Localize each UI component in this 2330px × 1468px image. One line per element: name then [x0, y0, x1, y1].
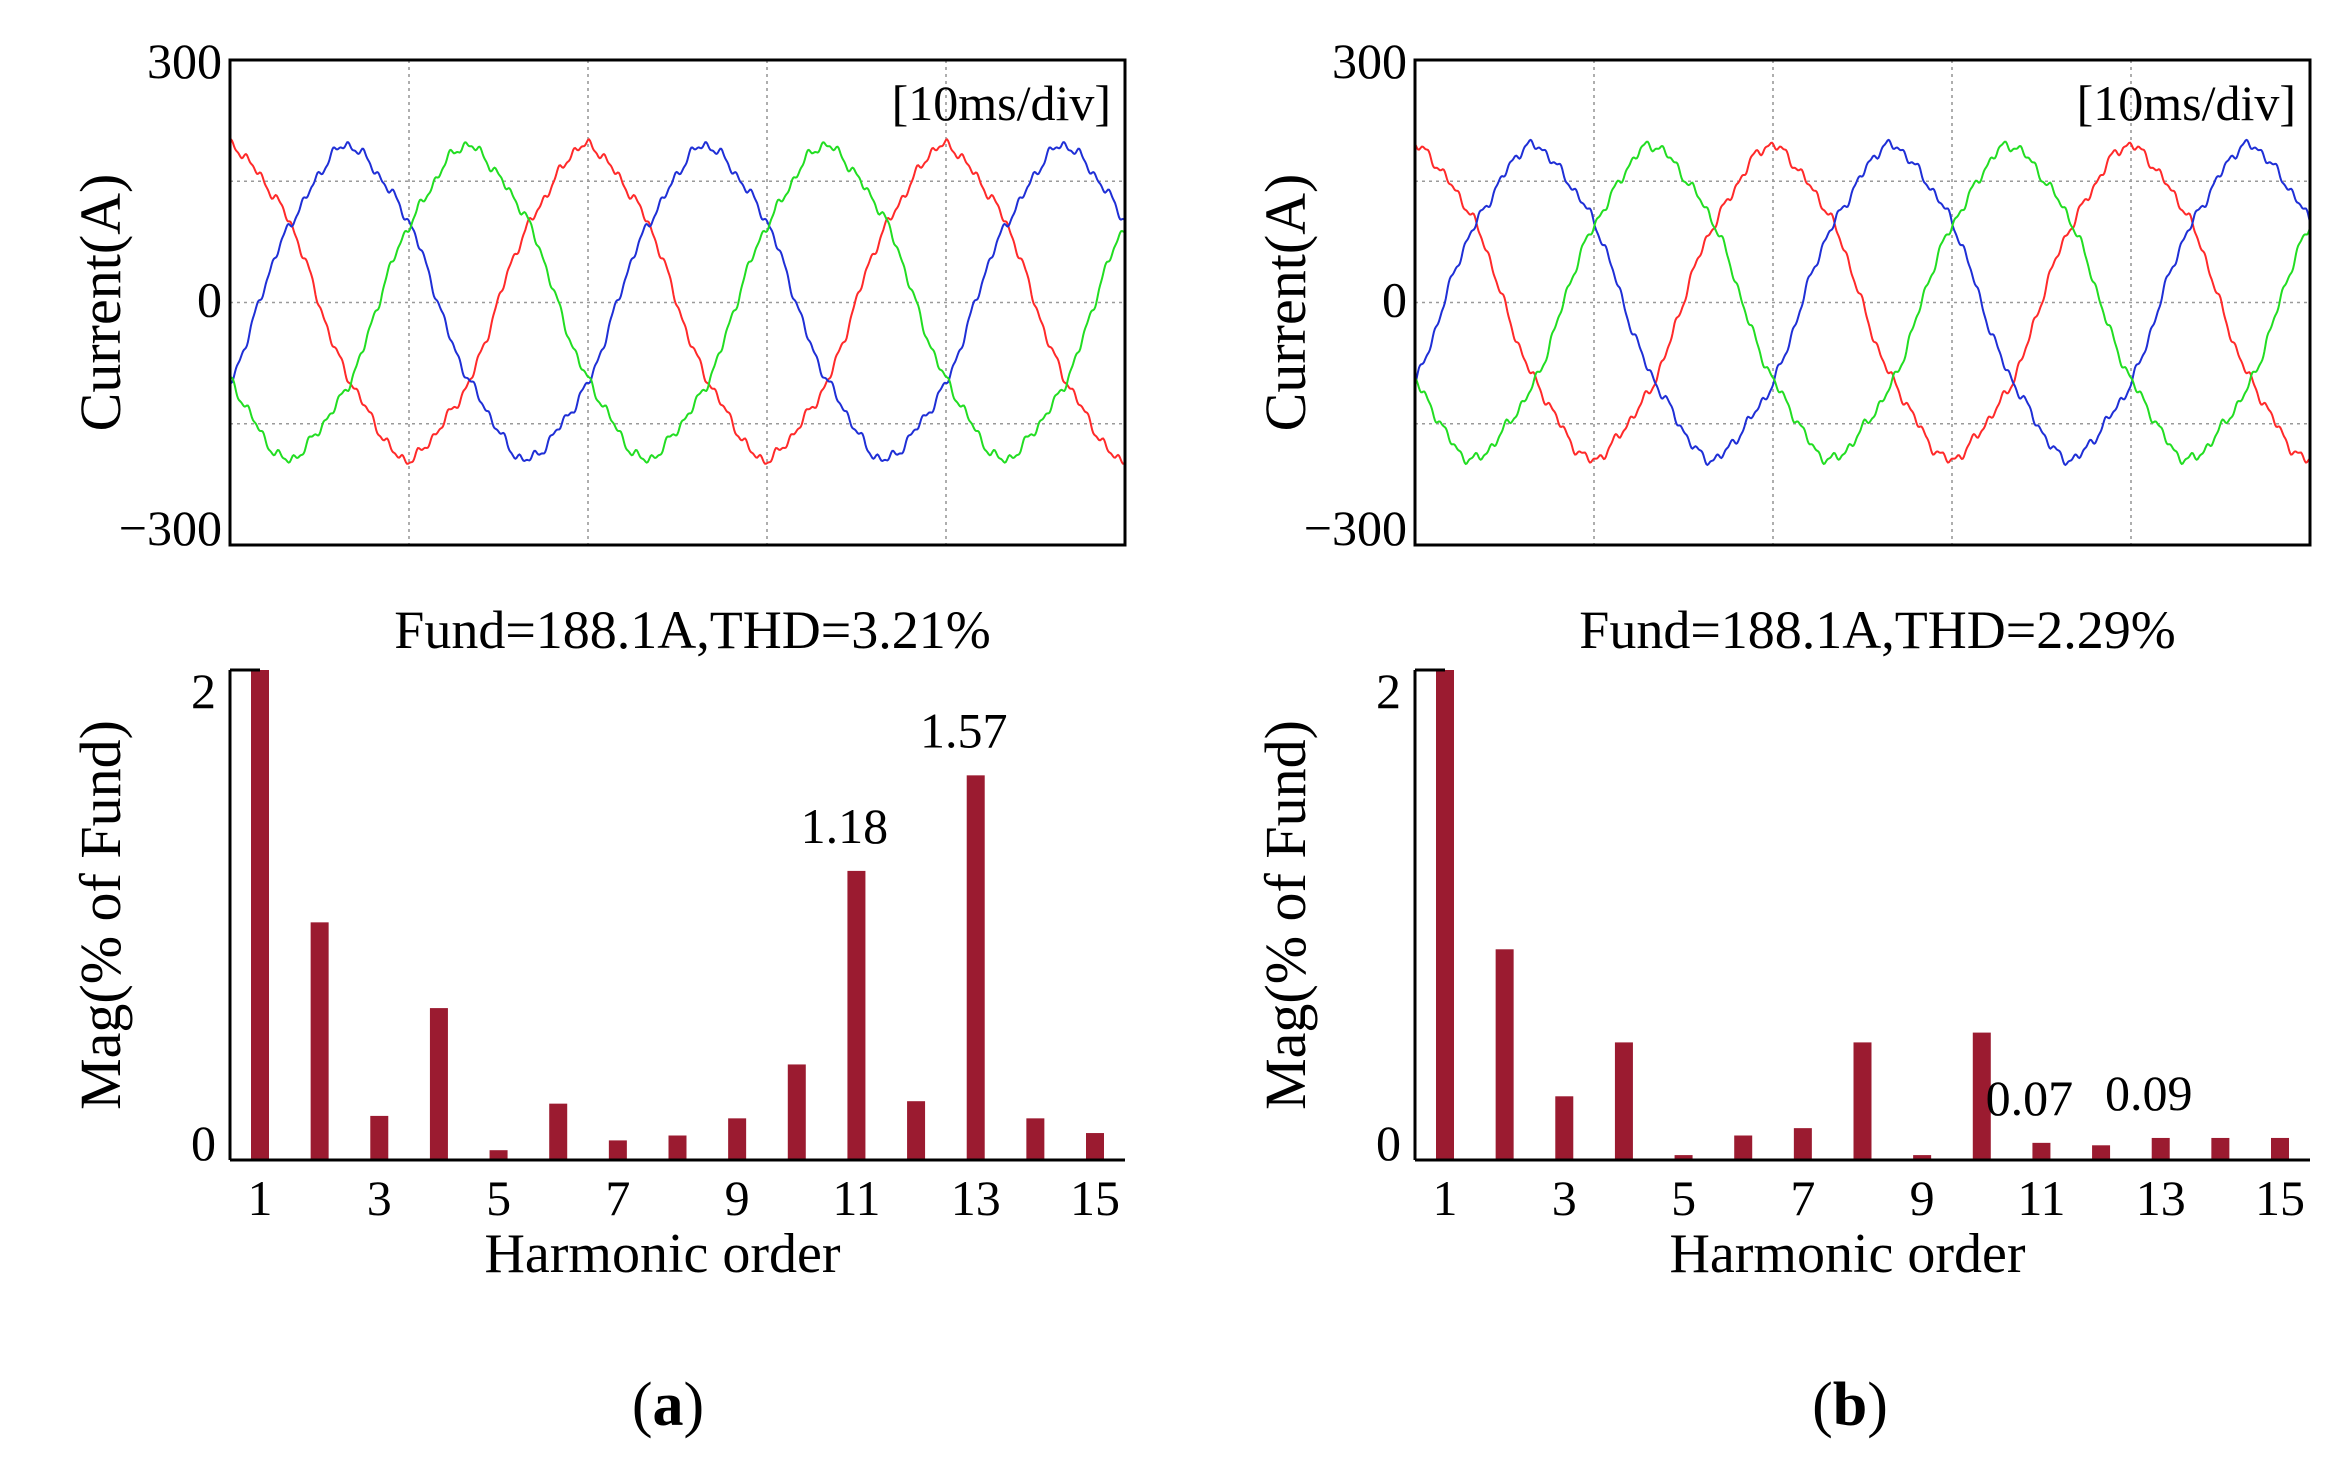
- panel-label: (a): [632, 1371, 704, 1439]
- x-tick-label: 11: [2017, 1170, 2065, 1226]
- bar-harmonic-6: [549, 1103, 568, 1160]
- x-axis-label: Harmonic order: [1669, 1223, 2025, 1285]
- bar-harmonic-15: [2271, 1137, 2289, 1160]
- series-line-phase-c: [229, 141, 1126, 464]
- bar-harmonic-15: [1086, 1133, 1104, 1160]
- bar-harmonic-8: [1853, 1042, 1872, 1160]
- bar-harmonic-10: [787, 1064, 806, 1160]
- x-tick-label: 5: [1671, 1170, 1696, 1226]
- bar-harmonic-5: [489, 1150, 508, 1160]
- bar-harmonic-14: [2211, 1137, 2230, 1160]
- x-tick-label: 3: [1552, 1170, 1577, 1226]
- series-line-phase-c: [1414, 140, 2311, 466]
- y-axis-label: Mag(% of Fund): [1253, 720, 1318, 1110]
- waveform-plot-b-waveform: 300 0 −300 Current(A) [10ms/div]: [1253, 33, 2312, 556]
- x-tick-label: 15: [1070, 1170, 1120, 1226]
- y-tick-label: 0: [1382, 272, 1407, 328]
- y-tick-label: −300: [1304, 500, 1407, 556]
- bar-harmonic-12: [907, 1101, 926, 1160]
- x-tick-label: 5: [486, 1170, 511, 1226]
- panel-label-letter: b: [1833, 1371, 1867, 1439]
- y-tick-label: 2: [1376, 663, 1401, 719]
- y-axis-label: Current(A): [1253, 174, 1318, 432]
- bar-harmonic-4: [429, 1008, 448, 1160]
- data-label: 0.09: [2105, 1065, 2193, 1121]
- bar-harmonic-3: [370, 1115, 389, 1160]
- x-tick-label: 1: [248, 1170, 273, 1226]
- x-axis-label: Harmonic order: [484, 1223, 840, 1285]
- bar-harmonic-11: [847, 870, 866, 1160]
- spectrum-plot-a-spectrum: 201 3 5 7 9 11 13 151.181.57Fund=188.1A,THD=3.2…: [68, 600, 1125, 1285]
- data-label: 1.18: [801, 798, 889, 854]
- time-division-annotation: [10ms/div]: [892, 75, 1111, 131]
- series-line-phase-b: [1414, 138, 2311, 467]
- y-tick-label: 2: [191, 663, 216, 719]
- bar-harmonic-8: [668, 1135, 687, 1160]
- bar-harmonic-10: [1972, 1032, 1991, 1160]
- x-tick-label: 3: [367, 1170, 392, 1226]
- x-tick-label: 13: [2136, 1170, 2186, 1226]
- series-line-phase-a: [229, 138, 1126, 465]
- bar-harmonic-1: [251, 670, 269, 1160]
- data-label: 0.07: [1986, 1070, 2074, 1126]
- y-tick-label: 0: [191, 1115, 216, 1171]
- x-tick-label: 11: [832, 1170, 880, 1226]
- bar-harmonic-4: [1614, 1042, 1633, 1160]
- y-tick-label: −300: [119, 500, 222, 556]
- x-tick-label: 9: [1910, 1170, 1935, 1226]
- bar-harmonic-3: [1555, 1096, 1574, 1160]
- panel-label: (b): [1812, 1371, 1888, 1439]
- panel-label-letter: a: [653, 1371, 684, 1439]
- bar-harmonic-9: [728, 1118, 747, 1160]
- plot-frame: [228, 58, 1127, 547]
- x-tick-label: 13: [951, 1170, 1001, 1226]
- spectrum-plot-b-spectrum: 201 3 5 7 9 11 13 150.07 0.09Fund=188.1A,THD=2.2…: [1253, 600, 2310, 1285]
- y-tick-label: 300: [1332, 33, 1407, 89]
- spectrum-title: Fund=188.1A,THD=3.21%: [394, 600, 990, 660]
- bar-harmonic-2: [1495, 949, 1514, 1160]
- bar-harmonic-6: [1734, 1135, 1753, 1160]
- plot-frame: [1413, 58, 2312, 547]
- bar-harmonic-7: [1793, 1128, 1812, 1160]
- data-label: 1.57: [920, 702, 1008, 758]
- time-division-annotation: [10ms/div]: [2077, 75, 2296, 131]
- x-tick-label: 9: [725, 1170, 750, 1226]
- x-tick-label: 1: [1433, 1170, 1458, 1226]
- x-tick-label: 7: [1790, 1170, 1815, 1226]
- bar-harmonic-14: [1026, 1118, 1045, 1160]
- y-axis-label: Current(A): [68, 174, 133, 432]
- bar-harmonic-7: [608, 1140, 627, 1160]
- bar-harmonic-11: [2032, 1142, 2051, 1160]
- y-tick-label: 300: [147, 33, 222, 89]
- series-line-phase-b: [229, 141, 1126, 462]
- x-tick-label: 7: [605, 1170, 630, 1226]
- waveform-plot-a-waveform: 300 0 −300 Current(A) [10ms/div]: [68, 33, 1127, 556]
- bar-harmonic-9: [1913, 1155, 1932, 1160]
- bar-harmonic-5: [1674, 1155, 1693, 1160]
- bar-harmonic-12: [2092, 1145, 2111, 1160]
- x-tick-label: 15: [2255, 1170, 2305, 1226]
- y-tick-label: 0: [197, 272, 222, 328]
- y-axis-label: Mag(% of Fund): [68, 720, 133, 1110]
- spectrum-title: Fund=188.1A,THD=2.29%: [1579, 600, 2175, 660]
- bar-harmonic-13: [2151, 1137, 2170, 1160]
- bar-harmonic-2: [310, 922, 329, 1160]
- bar-harmonic-13: [966, 775, 985, 1160]
- y-tick-label: 0: [1376, 1115, 1401, 1171]
- bar-harmonic-1: [1436, 670, 1454, 1160]
- series-line-phase-a: [1414, 141, 2311, 464]
